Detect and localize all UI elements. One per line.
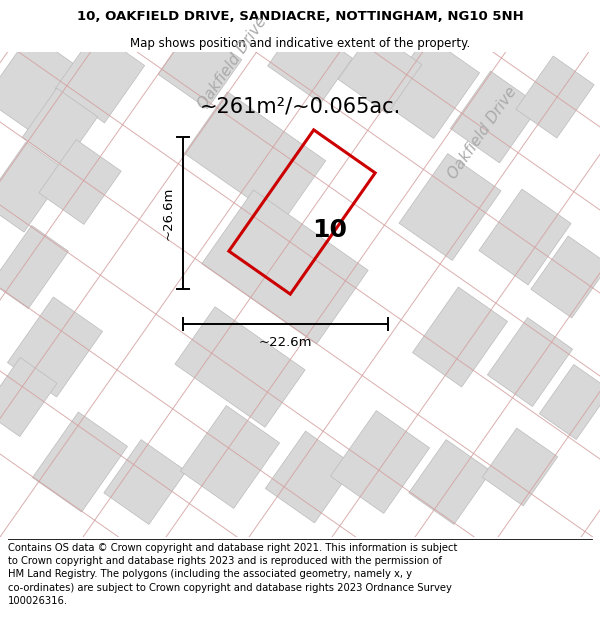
Polygon shape bbox=[331, 411, 430, 513]
Polygon shape bbox=[265, 431, 355, 523]
Polygon shape bbox=[0, 226, 68, 309]
Polygon shape bbox=[0, 142, 67, 232]
Text: ~22.6m: ~22.6m bbox=[259, 336, 312, 349]
Text: Map shows position and indicative extent of the property.: Map shows position and indicative extent… bbox=[130, 38, 470, 51]
Text: Oakfield Drive: Oakfield Drive bbox=[195, 14, 269, 112]
Polygon shape bbox=[479, 189, 571, 285]
Text: 10: 10 bbox=[313, 218, 347, 242]
Polygon shape bbox=[531, 236, 600, 318]
Polygon shape bbox=[7, 297, 103, 397]
Polygon shape bbox=[202, 190, 368, 344]
Polygon shape bbox=[104, 439, 186, 524]
Polygon shape bbox=[516, 56, 594, 138]
Polygon shape bbox=[55, 31, 145, 123]
Polygon shape bbox=[482, 428, 557, 506]
Polygon shape bbox=[39, 139, 121, 224]
Polygon shape bbox=[181, 406, 280, 508]
Polygon shape bbox=[158, 25, 242, 109]
Polygon shape bbox=[380, 36, 479, 138]
Text: Contains OS data © Crown copyright and database right 2021. This information is : Contains OS data © Crown copyright and d… bbox=[8, 543, 457, 606]
Polygon shape bbox=[412, 287, 508, 387]
Polygon shape bbox=[268, 21, 352, 103]
Polygon shape bbox=[184, 92, 326, 222]
Polygon shape bbox=[539, 364, 600, 439]
Polygon shape bbox=[399, 154, 501, 261]
Polygon shape bbox=[409, 439, 491, 524]
Polygon shape bbox=[0, 357, 57, 436]
Polygon shape bbox=[338, 30, 422, 114]
Text: 10, OAKFIELD DRIVE, SANDIACRE, NOTTINGHAM, NG10 5NH: 10, OAKFIELD DRIVE, SANDIACRE, NOTTINGHA… bbox=[77, 11, 523, 23]
Polygon shape bbox=[0, 34, 76, 131]
Polygon shape bbox=[487, 318, 572, 406]
Text: ~26.6m: ~26.6m bbox=[162, 186, 175, 239]
Polygon shape bbox=[22, 88, 98, 166]
Text: ~261m²/~0.065ac.: ~261m²/~0.065ac. bbox=[199, 97, 401, 117]
Polygon shape bbox=[175, 307, 305, 428]
Text: Oakfield Drive: Oakfield Drive bbox=[445, 84, 520, 182]
Polygon shape bbox=[32, 412, 128, 512]
Polygon shape bbox=[451, 71, 539, 163]
